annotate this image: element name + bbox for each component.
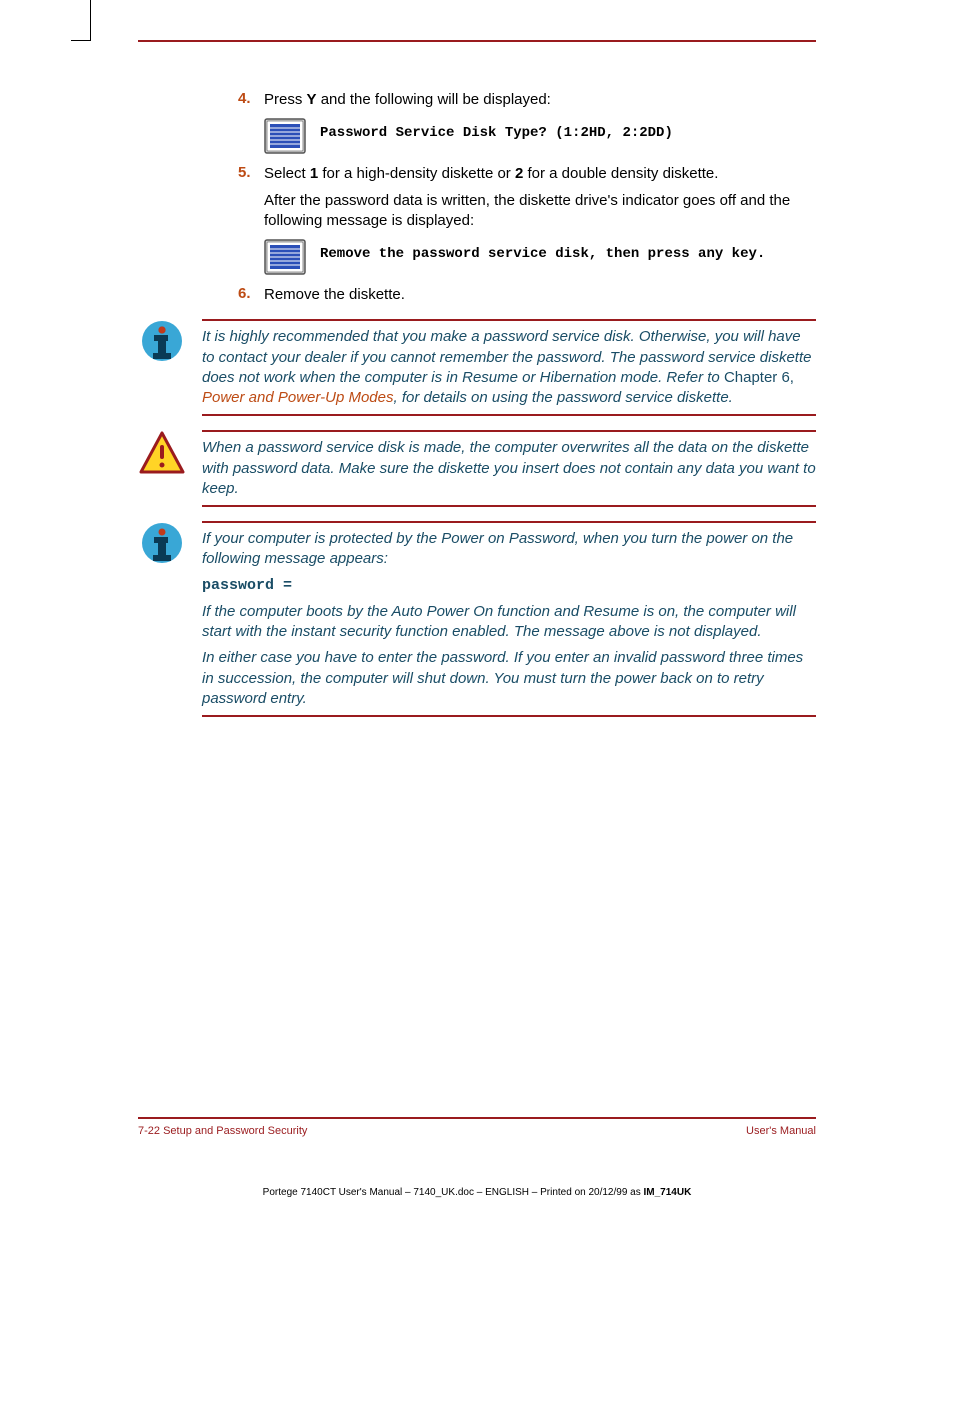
text: IM_714UK <box>644 1187 692 1198</box>
text: Select <box>264 165 310 182</box>
text: If the computer boots by the Auto Power … <box>202 602 816 643</box>
info-callout: If your computer is protected by the Pow… <box>138 521 816 717</box>
text: , for details on using the password serv… <box>393 389 732 406</box>
callout-text: It is highly recommended that you make a… <box>202 319 816 416</box>
footer-left: 7-22 Setup and Password Security <box>138 1125 307 1137</box>
mono-output: Password Service Disk Type? (1:2HD, 2:2D… <box>320 118 673 144</box>
footer-right: User's Manual <box>746 1125 816 1137</box>
text: for a high-density diskette or <box>318 165 515 182</box>
step-text: Press Y and the following will be displa… <box>264 90 551 110</box>
warning-callout: When a password service disk is made, th… <box>138 430 816 507</box>
floppy-disk-icon <box>264 239 306 275</box>
page-footer: 7-22 Setup and Password Security User's … <box>138 1117 816 1137</box>
step-text: Remove the diskette. <box>264 285 405 305</box>
mono-output: Remove the password service disk, then p… <box>320 239 765 265</box>
callout-text: When a password service disk is made, th… <box>202 430 816 507</box>
text: Press <box>264 91 307 108</box>
info-icon <box>138 521 186 717</box>
bold-key: 1 <box>310 165 318 182</box>
text: After the password data is written, the … <box>264 192 790 229</box>
link-text[interactable]: Power and Power-Up Modes <box>202 389 393 406</box>
text: It is highly recommended that you make a… <box>202 328 811 386</box>
bold-key: Y <box>307 91 317 108</box>
step-number: 5. <box>238 164 264 231</box>
text: In either case you have to enter the pas… <box>202 648 816 709</box>
info-icon <box>138 319 186 416</box>
step-number: 4. <box>238 90 264 110</box>
step-5: 5. Select 1 for a high-density diskette … <box>238 164 816 231</box>
info-callout: It is highly recommended that you make a… <box>138 319 816 416</box>
print-info: Portege 7140CT User's Manual – 7140_UK.d… <box>138 1187 816 1198</box>
text: Chapter 6, <box>724 369 794 386</box>
text: and the following will be displayed: <box>317 91 551 108</box>
step-4: 4. Press Y and the following will be dis… <box>238 90 816 110</box>
warning-icon <box>138 430 186 507</box>
callout-text: If your computer is protected by the Pow… <box>202 521 816 717</box>
disk-message: Password Service Disk Type? (1:2HD, 2:2D… <box>264 118 816 154</box>
crop-mark <box>90 0 108 40</box>
text: If your computer is protected by the Pow… <box>202 529 816 570</box>
step-number: 6. <box>238 285 264 305</box>
text: Portege 7140CT User's Manual – 7140_UK.d… <box>263 1187 644 1198</box>
floppy-disk-icon <box>264 118 306 154</box>
header-rule <box>138 40 816 42</box>
step-text: Select 1 for a high-density diskette or … <box>264 164 816 231</box>
text: for a double density diskette. <box>523 165 718 182</box>
mono-output: password = <box>202 576 816 596</box>
page: 4. Press Y and the following will be dis… <box>62 0 892 1228</box>
step-6: 6. Remove the diskette. <box>238 285 816 305</box>
disk-message: Remove the password service disk, then p… <box>264 239 816 275</box>
